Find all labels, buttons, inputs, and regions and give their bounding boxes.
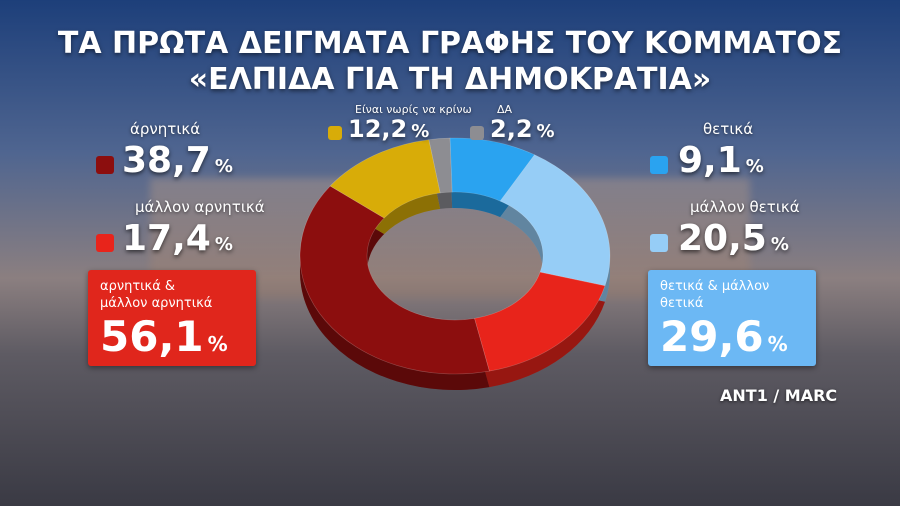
chart-subtitle: «ΕΛΠΙΔΑ ΓΙΑ ΤΗ ΔΗΜΟΚΡΑΤΙΑ» (188, 62, 712, 97)
legend-value: 20,5% (678, 218, 789, 259)
value-text: 12,2 (348, 115, 408, 143)
value-text: 20,5 (678, 218, 767, 259)
value-text: 2,2 (490, 115, 533, 143)
total-box: θετικά & μάλλον θετικά 29,6% (648, 270, 816, 366)
slice (499, 154, 611, 287)
unit: % (214, 234, 233, 255)
unit: % (207, 332, 228, 356)
legend-value: 2,2% (490, 115, 555, 143)
legend-label: άρνητικά (130, 120, 201, 138)
unit: % (745, 156, 764, 177)
total-box: αρνητικά & μάλλον αρνητικά 56,1% (88, 270, 256, 366)
legend-label: μάλλον θετικά (690, 198, 800, 216)
unit: % (214, 156, 233, 177)
slice (474, 271, 606, 372)
legend-swatch (328, 126, 342, 140)
legend-swatch (96, 234, 114, 252)
unit: % (411, 121, 430, 142)
legend-value: 12,2% (348, 115, 429, 143)
value-text: 38,7 (122, 140, 211, 181)
slice (428, 137, 453, 194)
legend-swatch (650, 156, 668, 174)
source: ANT1 / MARC (720, 386, 838, 405)
legend-swatch (470, 126, 484, 140)
unit: % (536, 121, 555, 142)
unit: % (770, 234, 789, 255)
value-text: 9,1 (678, 140, 742, 181)
legend-value: 38,7% (122, 140, 233, 181)
total-label: θετικά & μάλλον θετικά (660, 279, 770, 311)
legend-swatch (96, 156, 114, 174)
legend-label: Είναι νωρίς να κρίνω (355, 103, 472, 116)
total-value: 56,1% (100, 312, 228, 361)
legend-label: ΔΑ (497, 103, 513, 116)
slice (329, 139, 441, 219)
total-label: αρνητικά & μάλλον αρνητικά (100, 279, 213, 311)
legend-swatch (650, 234, 668, 252)
unit: % (767, 332, 788, 356)
legend-label: μάλλον αρνητικά (135, 198, 265, 216)
value-text: 56,1 (100, 312, 204, 361)
legend-label: θετικά (703, 120, 754, 138)
chart-title: ΤΑ ΠΡΩΤΑ ΔΕΙΓΜΑΤΑ ΓΡΑΦΗΣ ΤΟΥ ΚΟΜΜΑΤΟΣ (57, 26, 843, 61)
legend-value: 9,1% (678, 140, 764, 181)
slice (299, 185, 490, 375)
legend-value: 17,4% (122, 218, 233, 259)
total-value: 29,6% (660, 312, 788, 361)
value-text: 29,6 (660, 312, 764, 361)
value-text: 17,4 (122, 218, 211, 259)
